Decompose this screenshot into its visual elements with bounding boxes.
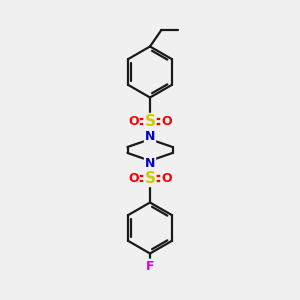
Text: O: O	[128, 172, 139, 185]
Text: S: S	[145, 171, 155, 186]
Text: O: O	[161, 115, 172, 128]
Text: O: O	[161, 172, 172, 185]
Text: S: S	[145, 114, 155, 129]
Text: O: O	[128, 115, 139, 128]
Text: N: N	[145, 130, 155, 143]
Text: F: F	[146, 260, 154, 273]
Text: N: N	[145, 157, 155, 170]
